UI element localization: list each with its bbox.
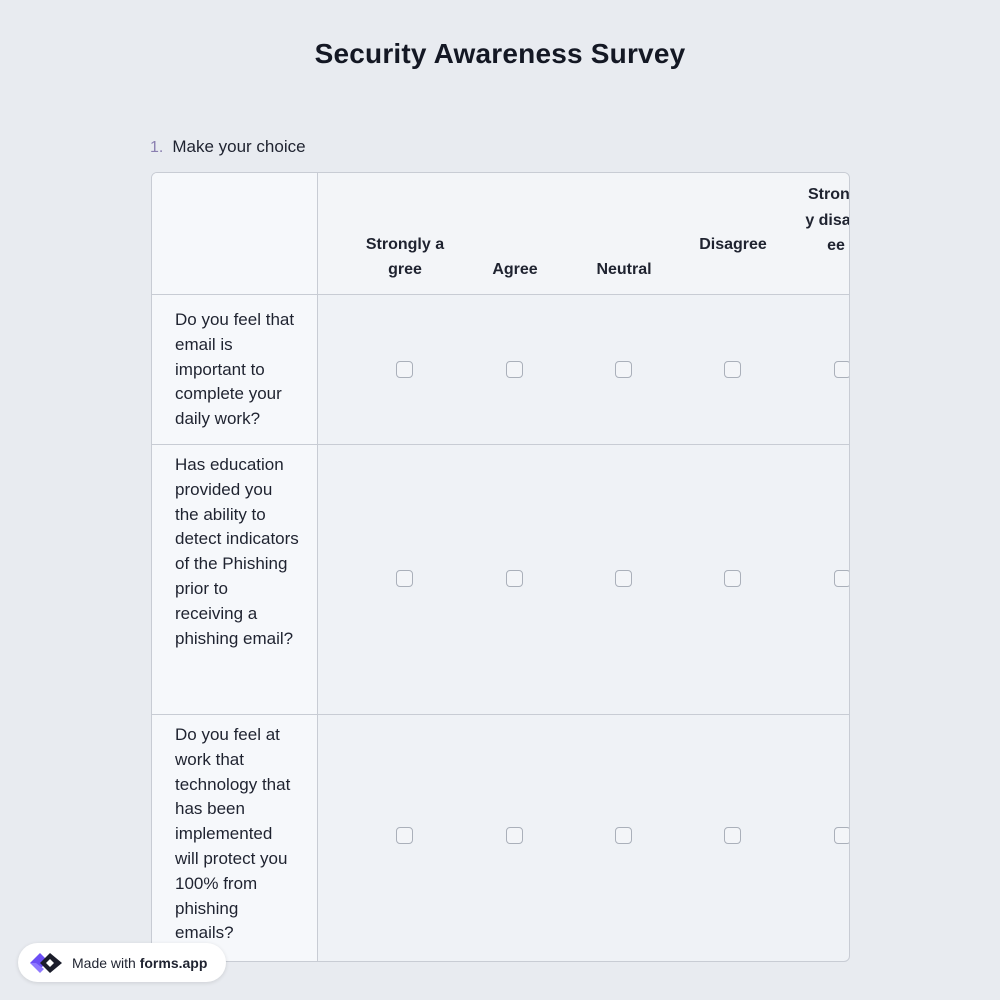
checkbox-agree[interactable] [506,570,523,587]
matrix-row: Do you feel at work that technology that… [152,715,849,961]
checkbox-neutral[interactable] [615,827,632,844]
question-header: 1. Make your choice [150,137,306,157]
matrix-header-row: Strongly agree Agree Neutral Disagree St… [152,173,849,295]
made-with-forms-app-badge[interactable]: Made with forms.app [18,943,226,982]
checkbox-strongly-disagree[interactable] [834,827,849,844]
row-label-cell: Do you feel that email is important to c… [152,295,318,444]
column-header-agree: Agree [492,261,538,278]
question-number: 1. [150,139,164,156]
checkbox-strongly-agree[interactable] [396,827,413,844]
row-label: Do you feel at work that technology that… [175,725,291,943]
row-label: Do you feel that email is important to c… [175,310,295,429]
badge-text: Made with forms.app [72,955,207,971]
row-label-cell: Has education provided you the ability t… [152,445,318,714]
checkbox-neutral[interactable] [615,361,632,378]
matrix-row: Do you feel that email is important to c… [152,295,849,445]
checkbox-strongly-agree[interactable] [396,570,413,587]
checkbox-agree[interactable] [506,361,523,378]
badge-prefix: Made with [72,954,140,971]
checkbox-agree[interactable] [506,827,523,844]
matrix-row: Has education provided you the ability t… [152,445,849,715]
matrix-corner-cell [152,173,318,294]
choice-matrix: Strongly agree Agree Neutral Disagree St… [151,172,850,962]
checkbox-disagree[interactable] [724,827,741,844]
checkbox-disagree[interactable] [724,361,741,378]
column-header-disagree: Disagree [699,236,767,253]
page-title: Security Awareness Survey [314,38,686,69]
badge-brand: forms.app [139,954,208,971]
checkbox-strongly-agree[interactable] [396,361,413,378]
column-header-strongly-disagree: Strongly disagree [805,186,850,254]
checkbox-strongly-disagree[interactable] [834,361,849,378]
question-label: Make your choice [172,137,306,156]
column-header-neutral: Neutral [596,261,652,278]
checkbox-disagree[interactable] [724,570,741,587]
row-label: Has education provided you the ability t… [175,455,299,648]
checkbox-strongly-disagree[interactable] [834,570,849,587]
forms-app-logo-icon [30,953,62,973]
column-header-strongly-agree: Strongly agree [365,236,445,278]
checkbox-neutral[interactable] [615,570,632,587]
row-label-cell: Do you feel at work that technology that… [152,715,318,961]
